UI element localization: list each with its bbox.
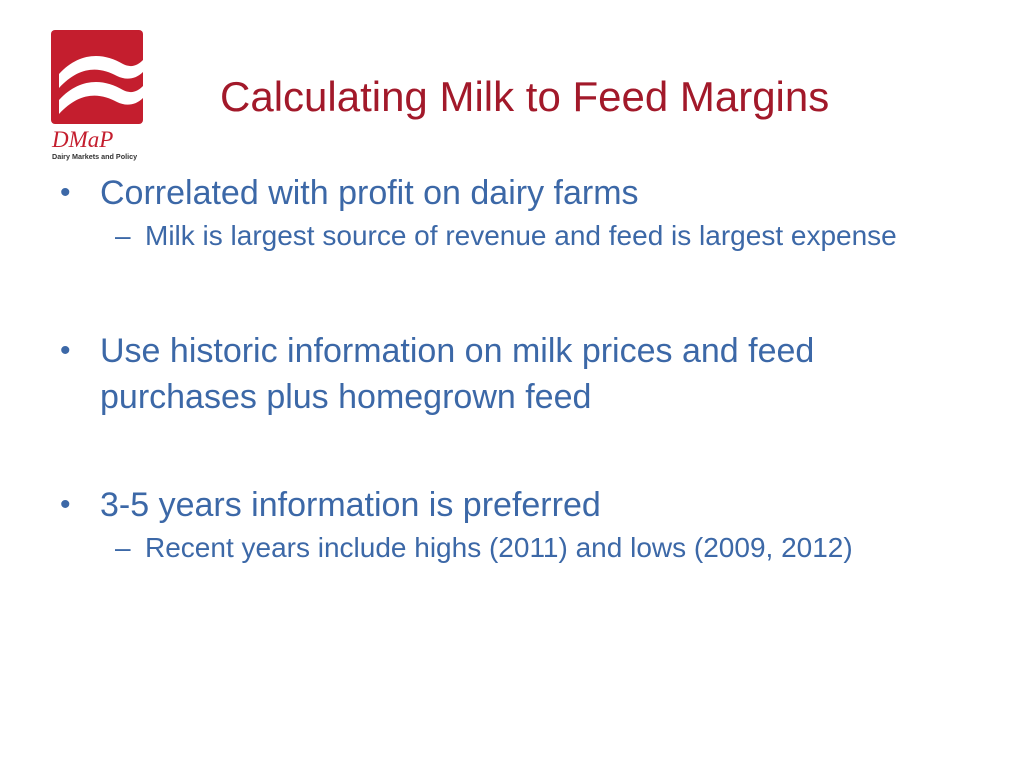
logo-tagline: Dairy Markets and Policy xyxy=(52,152,137,161)
bullet-marker: • xyxy=(60,334,71,367)
bullet-item: • Correlated with profit on dairy farms xyxy=(60,170,960,216)
dmap-logo-graphic: DMaP Dairy Markets and Policy xyxy=(51,30,143,161)
bullet-text: 3-5 years information is preferred xyxy=(100,486,601,524)
logo-wave-top xyxy=(59,55,143,88)
sub-bullet-item: – Milk is largest source of revenue and … xyxy=(60,216,925,256)
sub-bullet-marker: – xyxy=(115,532,131,563)
slide-title: Calculating Milk to Feed Margins xyxy=(220,73,830,120)
bullet-text: Use historic information on milk prices … xyxy=(100,332,815,416)
logo-wordmark: DMaP xyxy=(51,127,113,152)
bullet-marker: • xyxy=(60,488,71,521)
bullet-item: • 3-5 years information is preferred xyxy=(60,482,960,528)
sub-bullet-text: Recent years include highs (2011) and lo… xyxy=(145,532,853,563)
dmap-logo: DMaP Dairy Markets and Policy xyxy=(51,30,147,162)
bullet-item: • Use historic information on milk price… xyxy=(60,328,960,420)
bullet-text: Correlated with profit on dairy farms xyxy=(100,174,639,212)
spacer xyxy=(60,256,960,328)
logo-wave-bottom xyxy=(59,81,143,114)
sub-bullet-text: Milk is largest source of revenue and fe… xyxy=(145,220,897,251)
spacer xyxy=(60,420,960,482)
bullet-marker: • xyxy=(60,176,71,209)
slide-body: • Correlated with profit on dairy farms … xyxy=(60,170,960,568)
sub-bullet-item: – Recent years include highs (2011) and … xyxy=(60,528,925,568)
sub-bullet-marker: – xyxy=(115,220,131,251)
